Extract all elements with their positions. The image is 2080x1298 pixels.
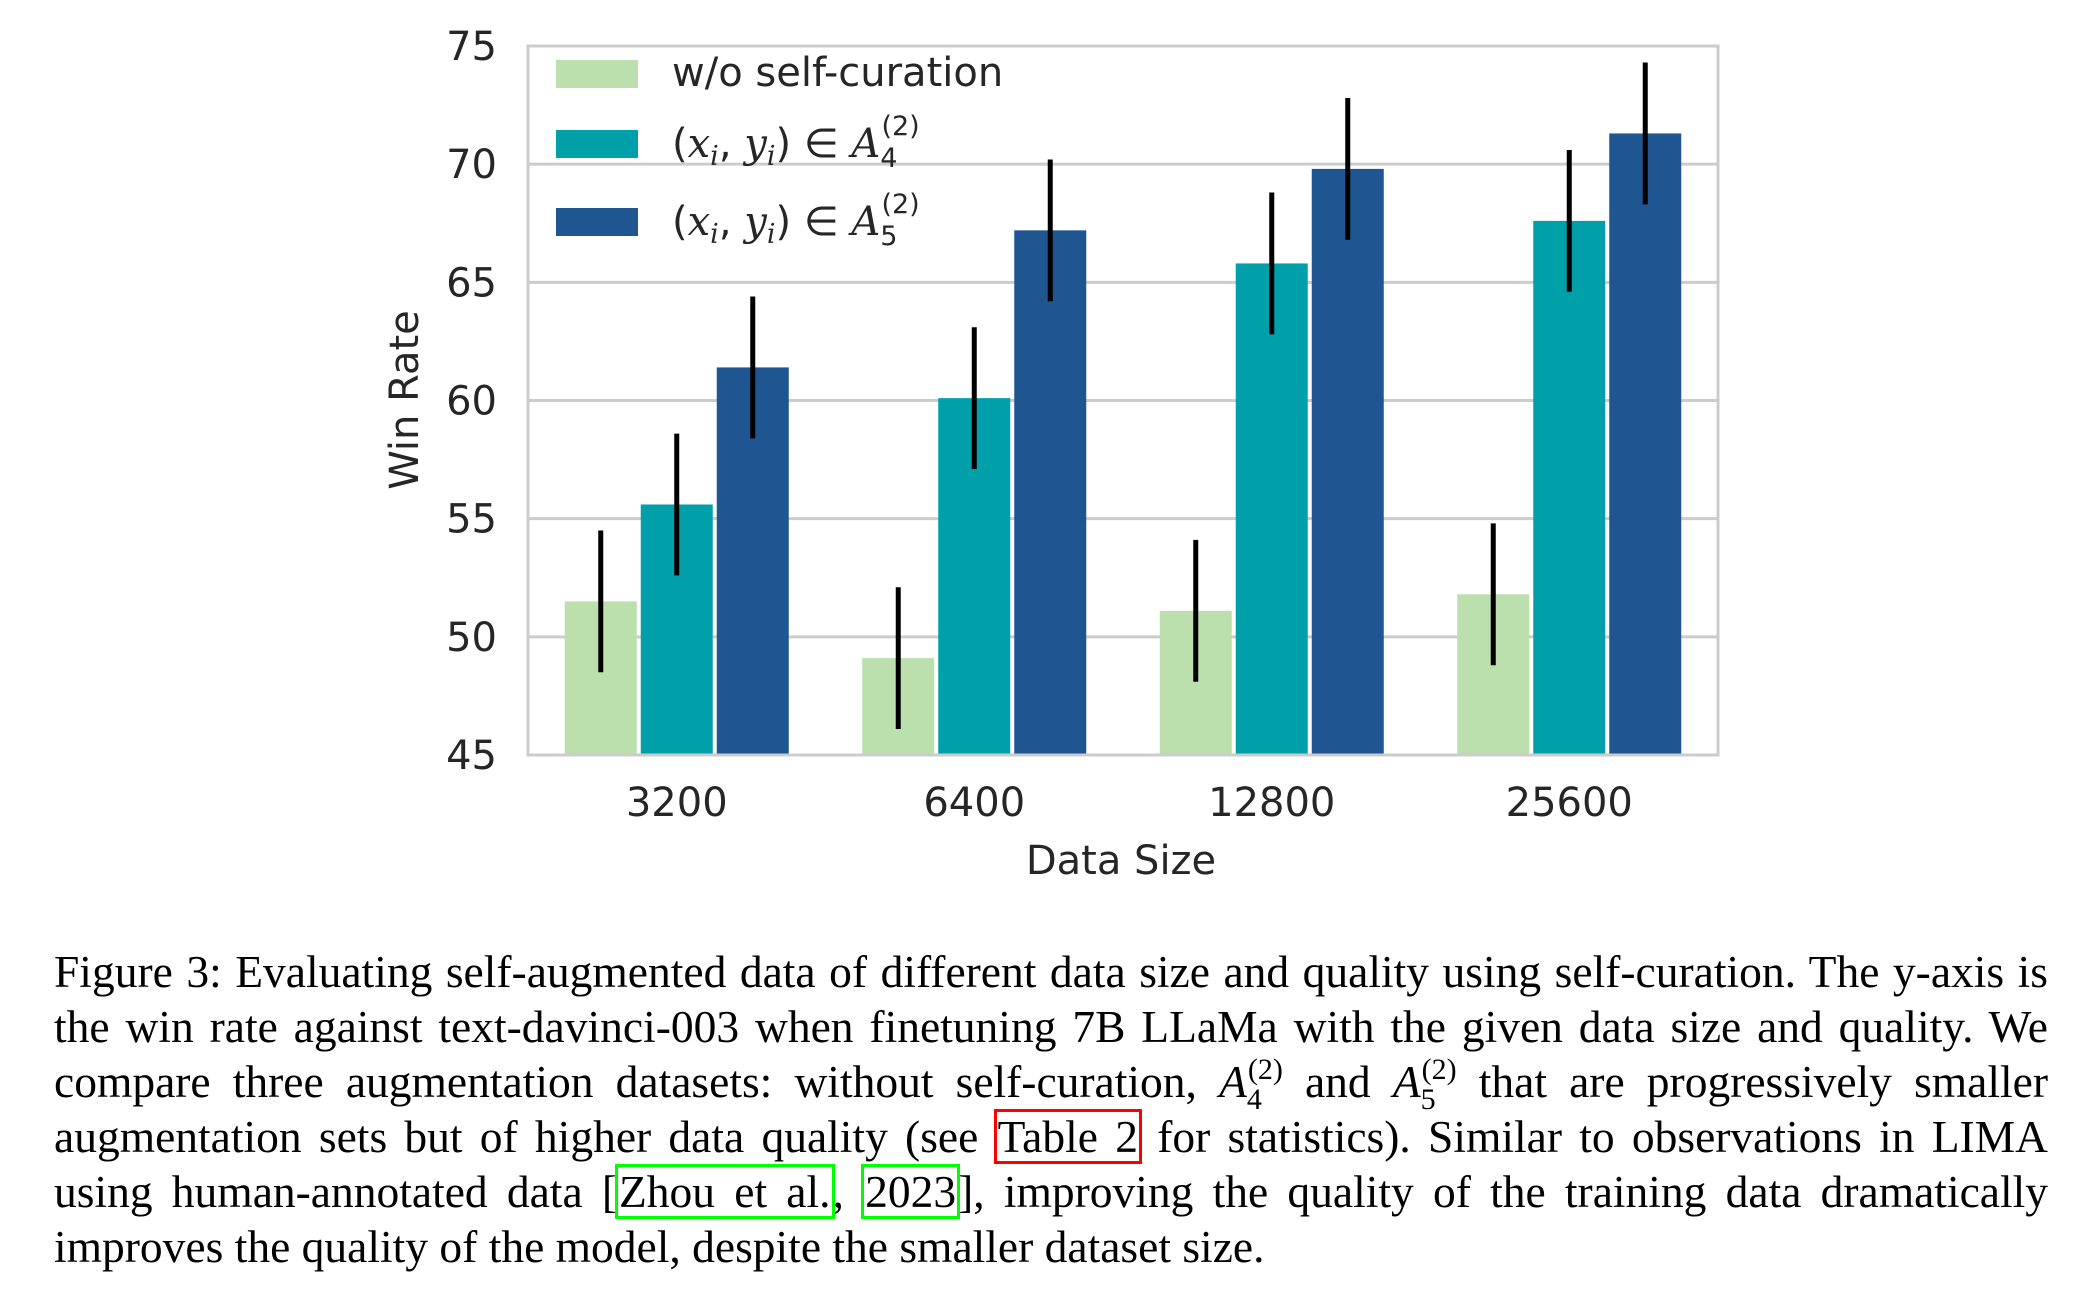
caption-text-1: Figure 3: Evaluating self-augmented data… — [54, 946, 2048, 1107]
legend-label-series-2: (xi, yi) ∈ A5(2) — [672, 189, 920, 252]
legend-swatch-series-0 — [556, 60, 638, 88]
legend-label-series-0: w/o self-curation — [672, 50, 1003, 96]
y-tick-label: 65 — [446, 260, 497, 306]
table-2-link[interactable]: Table 2 — [993, 1109, 1142, 1164]
legend: w/o self-curation (xi, yi) ∈ A4(2) (xi, … — [556, 50, 1003, 252]
x-tick-label: 3200 — [626, 780, 728, 826]
y-tick-label: 45 — [446, 733, 497, 779]
figure-caption: Figure 3: Evaluating self-augmented data… — [54, 944, 2048, 1274]
y-tick-label: 55 — [446, 497, 497, 543]
legend-swatch-series-1 — [556, 130, 638, 158]
y-tick-label: 60 — [446, 379, 497, 425]
y-tick-label: 70 — [446, 142, 497, 188]
chart-svg: 45 50 55 60 65 70 75 3200 6400 12800 25600 Win Ra… — [382, 24, 1720, 884]
y-tick-label: 50 — [446, 615, 497, 661]
citation-author-link[interactable]: Zhou et al. — [615, 1164, 835, 1219]
caption-text-4: ], improving the quality of the training… — [54, 1166, 2049, 1272]
x-tick-labels: 3200 6400 12800 25600 — [626, 780, 1633, 826]
caption-math-a5: A5(2) — [1392, 1053, 1457, 1116]
caption-math-a4: A4(2) — [1219, 1053, 1283, 1116]
error-bars — [598, 62, 1648, 730]
plot-frame — [526, 44, 1720, 757]
bar-series-1-12800 — [1235, 263, 1308, 755]
win-rate-bar-chart: 45 50 55 60 65 70 75 3200 6400 12800 25600 Win Ra… — [382, 24, 1720, 884]
bar-series-1-25600 — [1533, 220, 1606, 756]
legend-label-series-1: (xi, yi) ∈ A4(2) — [672, 111, 920, 174]
y-tick-labels: 45 50 55 60 65 70 75 — [446, 24, 497, 779]
x-tick-label: 25600 — [1506, 780, 1633, 826]
bar-series-2-12800 — [1311, 168, 1384, 756]
y-tick-label: 75 — [446, 24, 497, 70]
x-tick-label: 6400 — [923, 780, 1025, 826]
x-tick-label: 12800 — [1208, 780, 1335, 826]
y-axis-label: Win Rate — [382, 310, 428, 490]
bar-series-2-6400 — [1014, 230, 1087, 756]
caption-text-3: for statistics). Similar to observations… — [54, 1111, 2048, 1217]
citation-separator: , — [832, 1166, 864, 1217]
x-axis-label: Data Size — [1026, 838, 1216, 884]
bar-series-2-25600 — [1609, 133, 1682, 755]
citation-year-link[interactable]: 2023 — [861, 1164, 961, 1219]
caption-and: and — [1282, 1056, 1393, 1107]
legend-swatch-series-2 — [556, 208, 638, 236]
caption-text-2: that are progressively smaller augmentat… — [54, 1056, 2048, 1162]
